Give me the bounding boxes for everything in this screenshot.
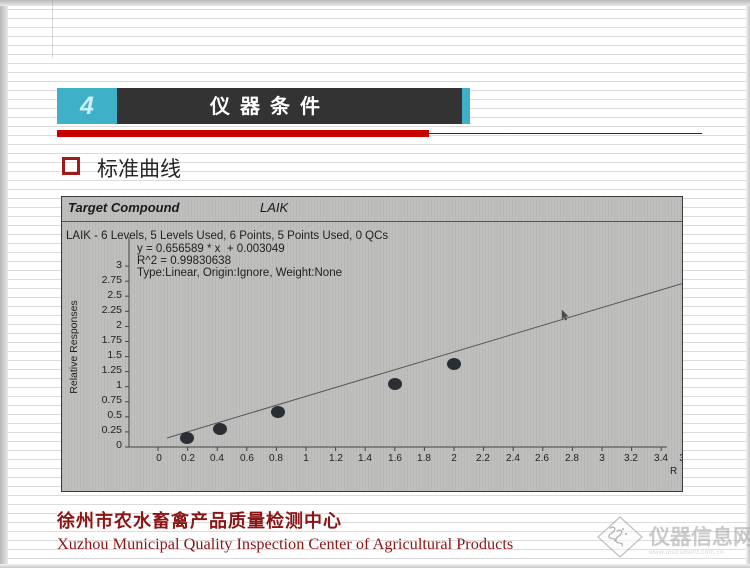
- svg-text:仪器信息网: 仪器信息网: [648, 525, 750, 549]
- svg-text:www.instrument.com.cn: www.instrument.com.cn: [648, 549, 724, 556]
